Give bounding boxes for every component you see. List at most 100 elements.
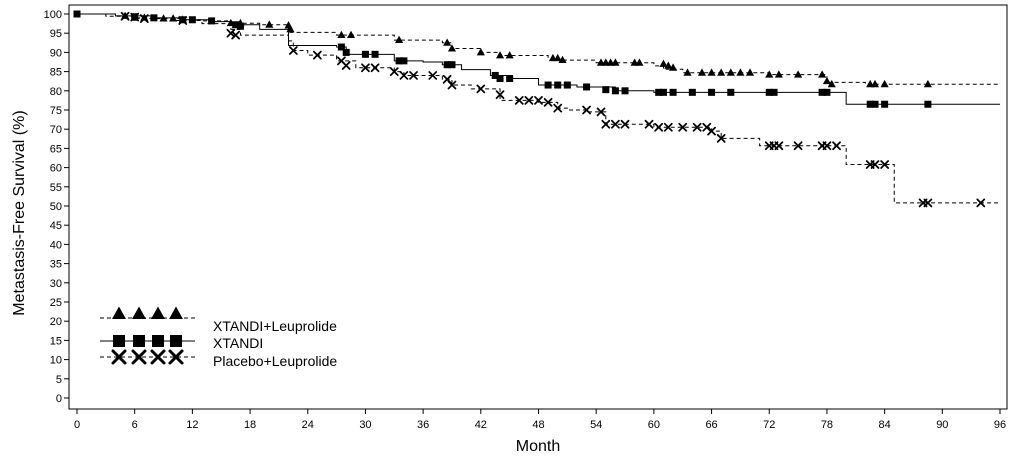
y-axis-ticks: 0 5 10 15 20 25 30 35 40 45 50 55 60 65 70 75 80 85 90 95 10…	[44, 9, 69, 405]
triangle-marker	[745, 68, 755, 76]
x-marker	[793, 141, 803, 151]
x-marker	[534, 96, 543, 105]
x-marker	[150, 349, 166, 365]
square-marker	[823, 88, 831, 96]
triangle-marker	[495, 51, 505, 59]
x-marker	[178, 16, 188, 25]
x-marker	[288, 46, 298, 55]
triangle-marker	[443, 38, 452, 46]
series-group	[77, 11, 1000, 208]
triangle-marker	[395, 35, 404, 44]
y-tick-label: 90	[50, 47, 62, 59]
square-marker	[491, 71, 499, 79]
square-marker	[208, 17, 216, 25]
y-tick-label: 35	[50, 259, 62, 271]
square-marker	[448, 61, 456, 69]
series-layer	[73, 10, 1000, 208]
y-tick-label: 80	[50, 86, 62, 98]
triangle-marker	[635, 58, 644, 66]
square-marker	[688, 88, 696, 96]
triangle-marker	[265, 20, 274, 28]
square-marker	[727, 88, 735, 96]
triangle-marker	[611, 58, 620, 66]
square-marker	[924, 100, 932, 108]
square-marker	[113, 335, 125, 347]
y-tick-label: 55	[50, 182, 62, 194]
series-group	[73, 10, 1000, 108]
x-tick-label: 84	[879, 419, 891, 431]
square-marker	[770, 88, 778, 96]
x-tick-label: 66	[705, 419, 717, 431]
triangle-marker	[669, 63, 678, 71]
y-tick-label: 100	[44, 9, 62, 21]
triangle-marker	[558, 55, 567, 64]
triangle-marker	[794, 70, 803, 78]
y-tick-label: 0	[56, 393, 62, 405]
x-marker	[663, 122, 673, 132]
x-marker	[524, 96, 534, 105]
triangle-marker	[717, 68, 726, 76]
x-tick-label: 96	[994, 419, 1006, 431]
square-marker	[188, 16, 196, 24]
x-tick-label: 54	[590, 419, 602, 431]
x-tick-label: 30	[359, 419, 371, 431]
triangle-marker	[923, 79, 932, 88]
series-line	[77, 13, 1000, 105]
square-marker	[881, 100, 889, 108]
x-marker	[553, 103, 563, 113]
legend-label: XTANDI	[213, 335, 263, 351]
y-tick-label: 5	[56, 374, 62, 386]
triangle-marker	[726, 68, 735, 76]
x-tick-label: 6	[132, 419, 138, 431]
triangle-marker	[346, 30, 356, 39]
square-marker	[361, 50, 369, 58]
y-tick-label: 45	[50, 220, 62, 232]
y-tick-label: 10	[50, 355, 62, 367]
x-marker	[131, 349, 147, 365]
triangle-marker	[447, 44, 457, 52]
square-marker	[496, 75, 504, 83]
y-tick-label: 60	[50, 163, 62, 175]
x-marker	[644, 119, 654, 129]
x-marker	[716, 134, 726, 143]
x-marker	[692, 122, 702, 132]
x-tick-label: 36	[417, 419, 429, 431]
y-tick-label: 85	[50, 67, 62, 79]
triangle-marker	[112, 306, 126, 320]
x-marker	[312, 50, 322, 60]
x-tick-label: 60	[648, 419, 660, 431]
x-tick-label: 12	[186, 419, 198, 431]
x-marker	[596, 107, 606, 117]
series-group	[77, 11, 1000, 88]
triangle-marker	[774, 70, 783, 78]
triangle-marker	[476, 48, 485, 56]
square-marker	[655, 88, 663, 96]
legend-label: XTANDI+Leuprolide	[213, 318, 337, 334]
x-marker	[130, 12, 140, 22]
square-marker	[544, 81, 552, 89]
x-marker	[611, 119, 620, 129]
triangle-marker	[736, 68, 745, 76]
y-tick-label: 50	[50, 201, 62, 213]
triangle-marker	[870, 79, 880, 88]
square-marker	[659, 88, 667, 96]
x-marker	[495, 90, 505, 100]
square-marker	[150, 14, 158, 22]
x-marker	[870, 160, 880, 169]
x-marker	[514, 96, 524, 105]
square-marker	[765, 88, 773, 96]
square-marker	[506, 75, 514, 83]
triangle-marker	[151, 306, 165, 320]
x-marker	[543, 97, 553, 107]
x-marker	[399, 71, 409, 80]
square-marker	[563, 81, 571, 89]
triangle-marker	[822, 76, 831, 85]
x-marker	[447, 80, 457, 90]
y-tick-label: 70	[50, 124, 62, 136]
triangle-marker	[683, 68, 692, 76]
x-marker	[880, 160, 889, 169]
square-marker	[866, 100, 874, 108]
square-marker	[621, 87, 629, 95]
y-tick-label: 40	[50, 239, 62, 251]
